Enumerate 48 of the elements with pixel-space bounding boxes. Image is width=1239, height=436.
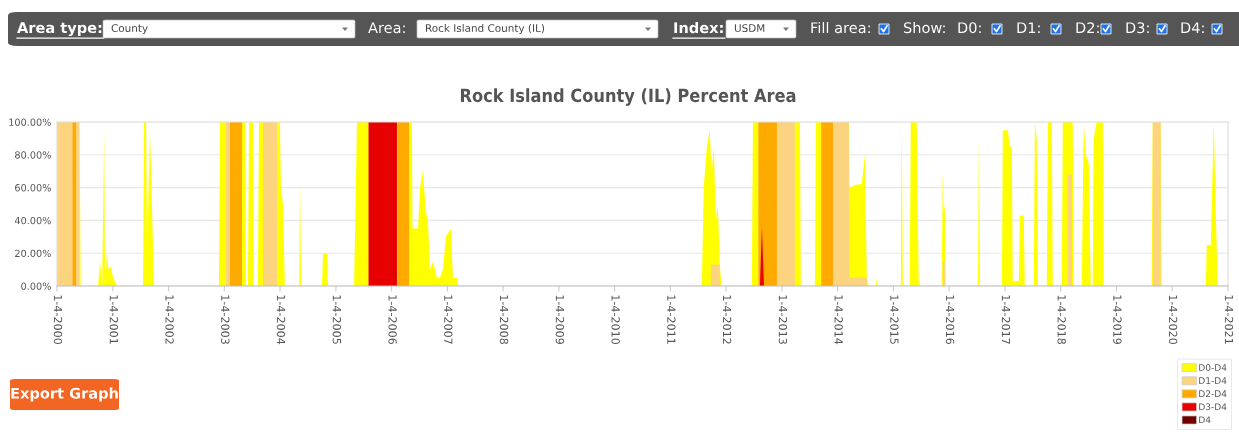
x-tick-label: 1-4-2008 (499, 295, 509, 345)
y-tick-label: 80.00% (15, 151, 51, 159)
y-tick-label: 100.00% (9, 118, 51, 126)
legend-label: D2-D4 (1199, 390, 1227, 397)
x-tick-label: 1-4-2021 (1224, 295, 1234, 344)
y-tick-label: 60.00% (15, 184, 51, 192)
x-tick-label: 1-4-2004 (276, 295, 286, 345)
y-tick-label: 40.00% (14, 216, 51, 225)
text: D1: (1017, 22, 1040, 34)
text: Area type: (17, 22, 102, 37)
x-tick-label: 1-4-2000 (53, 295, 63, 345)
x-tick-label: 1-4-2017 (1001, 295, 1011, 344)
x-tick-label: 1-4-2015 (890, 295, 899, 344)
text: Export Graph (11, 387, 118, 402)
x-tick-label: 1-4-2012 (722, 295, 732, 344)
text: County (111, 24, 148, 35)
legend-label: D0-D4 (1199, 364, 1227, 371)
text: Rock Island County (IL) (426, 23, 545, 35)
x-tick-label: 1-4-2020 (1168, 295, 1178, 345)
y-tick-label: 20.00% (15, 249, 51, 258)
chart-title: Rock Island County (IL) Percent Area (460, 88, 796, 106)
legend-label: D1-D4 (1199, 377, 1227, 384)
text: D4: (1181, 22, 1204, 34)
x-tick-label: 1-4-2007 (444, 295, 453, 344)
text: Index: (674, 21, 723, 34)
text: D2: (1076, 22, 1099, 34)
x-tick-label: 1-4-2013 (778, 295, 788, 344)
y-tick-label: 0.00% (21, 282, 51, 290)
text: Fill area: (811, 21, 870, 34)
x-tick-label: 1-4-2019 (1113, 295, 1122, 344)
legend-label: D4 (1199, 416, 1211, 424)
x-tick-label: 1-4-2016 (945, 295, 955, 345)
x-tick-label: 1-4-2001 (109, 295, 119, 344)
legend-label: D3-D4 (1199, 403, 1227, 411)
x-tick-label: 1-4-2014 (834, 295, 843, 345)
x-tick-label: 1-4-2002 (165, 295, 174, 344)
x-tick-label: 1-4-2003 (221, 295, 230, 344)
text: USDM (734, 24, 765, 33)
text: D3: (1126, 22, 1149, 34)
x-tick-label: 1-4-2006 (388, 295, 397, 345)
x-tick-label: 1-4-2009 (555, 295, 565, 344)
text: Show: (903, 21, 945, 34)
x-tick-label: 1-4-2010 (611, 295, 620, 345)
x-tick-label: 1-4-2005 (332, 295, 342, 344)
text: Area: (368, 22, 405, 34)
x-tick-label: 1-4-2018 (1057, 295, 1066, 345)
text: D0: (958, 22, 981, 34)
x-tick-label: 1-4-2011 (667, 295, 676, 344)
